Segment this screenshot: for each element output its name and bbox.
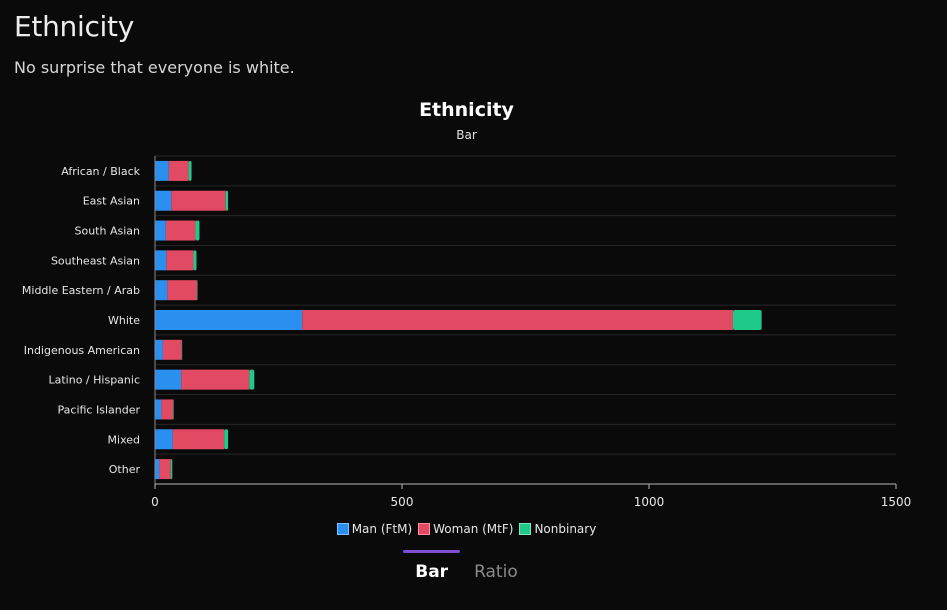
bar-segment [224,429,229,450]
bar-segment [155,459,160,480]
bar-segment [195,220,200,241]
category-label: South Asian [75,225,141,238]
active-tab-indicator [403,550,461,553]
bar-segment [167,280,197,301]
category-label: Middle Eastern / Arab [22,284,140,297]
tab-ratio[interactable]: Ratio [474,550,518,582]
category-label: White [108,314,140,327]
bar-segment [155,160,169,181]
legend-item-nonbinary[interactable]: Nonbinary [519,522,596,536]
bar-segment [155,190,172,211]
category-label: Indigenous American [24,344,140,357]
bar-segment [155,339,163,360]
bar-segment [159,459,171,480]
chart-title: Ethnicity [419,99,514,121]
bar-segment [249,369,255,390]
tab-bar[interactable]: Bar [403,550,461,582]
bar-segment [155,429,173,450]
x-tick-label: 1500 [881,495,912,509]
x-tick-label: 500 [391,495,414,509]
legend-item-woman[interactable]: Woman (MtF) [418,522,513,536]
legend-item-man[interactable]: Man (FtM) [336,522,413,536]
bar-segment [155,310,303,330]
chart-subtitle: Bar [456,128,477,142]
page-subtitle: No surprise that everyone is white. [14,58,295,77]
bar-segment [162,339,182,360]
bar-segment [155,369,182,390]
category-label: Latino / Hispanic [49,374,141,387]
legend-swatch-nonbinary [519,523,532,535]
legend-label-man: Man (FtM) [351,522,413,536]
x-tick-label: 1000 [634,495,665,509]
tab-ratio-label: Ratio [474,562,518,582]
bar-segment [168,160,189,181]
bar-segment [155,280,168,301]
legend-label-nonbinary: Nonbinary [534,522,597,536]
bar-segment [181,369,250,390]
category-label: African / Black [61,165,140,178]
category-label: Mixed [108,433,140,446]
legend-swatch-man [336,523,349,535]
bar-segment [302,310,733,330]
chart-legend: Man (FtM) Woman (MtF) Nonbinary [0,522,933,536]
tab-bar-label: Bar [415,562,449,582]
bar-segment [225,190,229,211]
bar-segment [188,160,192,181]
x-tick-label: 0 [151,495,159,509]
bar-segment [172,429,225,450]
bar-segment [165,220,196,241]
bar-segment [155,399,162,420]
category-label: Southeast Asian [51,254,140,267]
bar-segment [155,250,167,271]
bar-segment [171,190,226,211]
bar-segment [732,310,762,330]
bar-segment [166,250,194,271]
legend-swatch-woman [418,523,431,535]
bar-segment [161,399,174,420]
bar-segment [193,250,197,271]
legend-label-woman: Woman (MtF) [433,522,514,536]
page-title: Ethnicity [14,10,134,43]
category-label: Other [109,463,141,476]
bar-segment [155,220,166,241]
category-label: East Asian [83,195,140,208]
category-label: Pacific Islander [58,403,141,416]
chart-view-tabs: Bar Ratio [0,550,933,582]
bar-segment [170,459,173,480]
